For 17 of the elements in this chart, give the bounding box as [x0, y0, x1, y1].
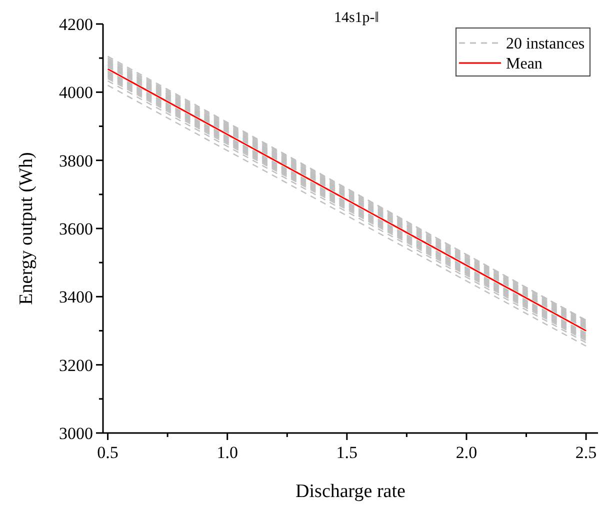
y-tick-label: 3800 — [59, 151, 93, 170]
x-tick-label: 1.5 — [336, 443, 358, 462]
x-tick-label: 2.0 — [456, 443, 478, 462]
y-axis-title: Energy output (Wh) — [16, 152, 37, 305]
legend-label: Mean — [506, 56, 542, 73]
y-tick-label: 4200 — [59, 14, 93, 34]
y-tick-label: 3600 — [59, 219, 93, 238]
x-axis-title: Discharge rate — [296, 481, 406, 502]
x-tick-label: 2.5 — [575, 443, 597, 462]
chart-title: 14s1p-‖ — [334, 10, 380, 26]
y-tick-label: 4000 — [59, 83, 93, 102]
x-tick-label: 1.0 — [216, 443, 238, 462]
y-tick-label: 3000 — [59, 424, 93, 443]
y-tick-label: 3400 — [59, 288, 93, 307]
legend-label: 20 instances — [506, 36, 585, 53]
x-tick-label: 0.5 — [97, 443, 118, 462]
y-tick-label: 3200 — [59, 356, 93, 375]
